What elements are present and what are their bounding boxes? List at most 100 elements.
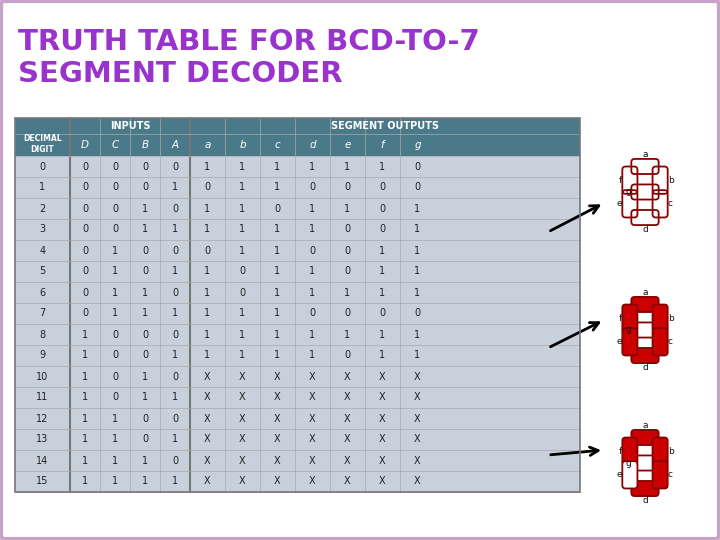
Text: X: X [344, 372, 351, 381]
Text: 1: 1 [204, 204, 210, 213]
Text: 1: 1 [204, 287, 210, 298]
Text: 1: 1 [172, 476, 178, 487]
Text: 0: 0 [310, 308, 315, 319]
Text: 1: 1 [82, 393, 88, 402]
Text: 1: 1 [240, 183, 246, 192]
Text: c: c [667, 338, 672, 346]
Text: 1: 1 [172, 267, 178, 276]
FancyBboxPatch shape [631, 348, 659, 363]
Text: b: b [667, 176, 673, 185]
Text: 0: 0 [172, 287, 178, 298]
Text: 1: 1 [112, 267, 118, 276]
Text: e: e [616, 199, 622, 208]
Text: X: X [414, 414, 420, 423]
Text: 0: 0 [310, 183, 315, 192]
Text: 1: 1 [142, 225, 148, 234]
Text: 0: 0 [82, 308, 88, 319]
Text: 9: 9 [40, 350, 45, 361]
Text: X: X [344, 476, 351, 487]
Text: SEGMENT OUTPUTS: SEGMENT OUTPUTS [331, 121, 439, 131]
Text: 0: 0 [172, 414, 178, 423]
Text: X: X [379, 456, 386, 465]
FancyBboxPatch shape [652, 437, 667, 465]
FancyBboxPatch shape [631, 297, 659, 312]
Text: 1: 1 [379, 161, 386, 172]
Text: 1: 1 [310, 204, 315, 213]
FancyBboxPatch shape [652, 461, 667, 489]
Text: 1: 1 [82, 329, 88, 340]
Text: b: b [667, 314, 673, 323]
Text: X: X [344, 456, 351, 465]
Text: X: X [309, 456, 316, 465]
Text: 1: 1 [204, 350, 210, 361]
Text: a: a [642, 422, 648, 430]
Text: 0: 0 [112, 393, 118, 402]
Text: 0: 0 [344, 183, 351, 192]
Text: 1: 1 [274, 225, 281, 234]
Text: X: X [414, 476, 420, 487]
Text: 1: 1 [112, 456, 118, 465]
Text: 0: 0 [82, 246, 88, 255]
Text: 1: 1 [40, 183, 45, 192]
Bar [15, 345, 580, 366]
Bar [15, 450, 580, 471]
Text: 1: 1 [344, 287, 351, 298]
Text: b: b [667, 447, 673, 456]
Text: 0: 0 [82, 287, 88, 298]
Text: X: X [309, 372, 316, 381]
Text: 1: 1 [379, 267, 386, 276]
Text: X: X [239, 476, 246, 487]
Text: B: B [141, 140, 148, 150]
Text: X: X [414, 372, 420, 381]
Text: a: a [642, 288, 648, 298]
Text: 0: 0 [379, 308, 386, 319]
Text: a: a [204, 140, 211, 150]
FancyBboxPatch shape [622, 305, 637, 332]
Text: 0: 0 [379, 204, 386, 213]
Text: 1: 1 [415, 204, 420, 213]
Text: f: f [381, 140, 384, 150]
Text: 1: 1 [112, 246, 118, 255]
Text: 1: 1 [274, 350, 281, 361]
Text: 0: 0 [82, 183, 88, 192]
Text: 1: 1 [310, 161, 315, 172]
Text: 1: 1 [415, 287, 420, 298]
Text: X: X [274, 414, 281, 423]
Text: 1: 1 [274, 308, 281, 319]
Text: C: C [112, 140, 119, 150]
Text: X: X [274, 435, 281, 444]
Bar [15, 324, 580, 345]
Text: A: A [171, 140, 179, 150]
Text: X: X [379, 435, 386, 444]
Text: X: X [204, 414, 211, 423]
Text: 1: 1 [379, 246, 386, 255]
Text: 1: 1 [112, 476, 118, 487]
Text: X: X [204, 372, 211, 381]
Text: 1: 1 [415, 246, 420, 255]
Text: 15: 15 [36, 476, 49, 487]
Text: 1: 1 [82, 372, 88, 381]
Text: 4: 4 [40, 246, 45, 255]
Text: 1: 1 [274, 267, 281, 276]
Text: 1: 1 [274, 287, 281, 298]
Text: 7: 7 [40, 308, 45, 319]
FancyBboxPatch shape [631, 481, 659, 496]
Text: 0: 0 [112, 372, 118, 381]
Text: 1: 1 [310, 329, 315, 340]
Text: 0: 0 [112, 183, 118, 192]
Text: 12: 12 [36, 414, 49, 423]
Text: 1: 1 [379, 287, 386, 298]
Text: 1: 1 [274, 183, 281, 192]
Text: g: g [626, 458, 631, 468]
Text: 0: 0 [344, 267, 351, 276]
Text: 0: 0 [172, 161, 178, 172]
Text: 5: 5 [40, 267, 45, 276]
Text: X: X [309, 476, 316, 487]
Text: 0: 0 [310, 246, 315, 255]
Text: 1: 1 [344, 204, 351, 213]
Bar [15, 408, 580, 429]
Text: 0: 0 [240, 287, 246, 298]
Text: 6: 6 [40, 287, 45, 298]
Text: 1: 1 [240, 308, 246, 319]
Text: 0: 0 [112, 225, 118, 234]
